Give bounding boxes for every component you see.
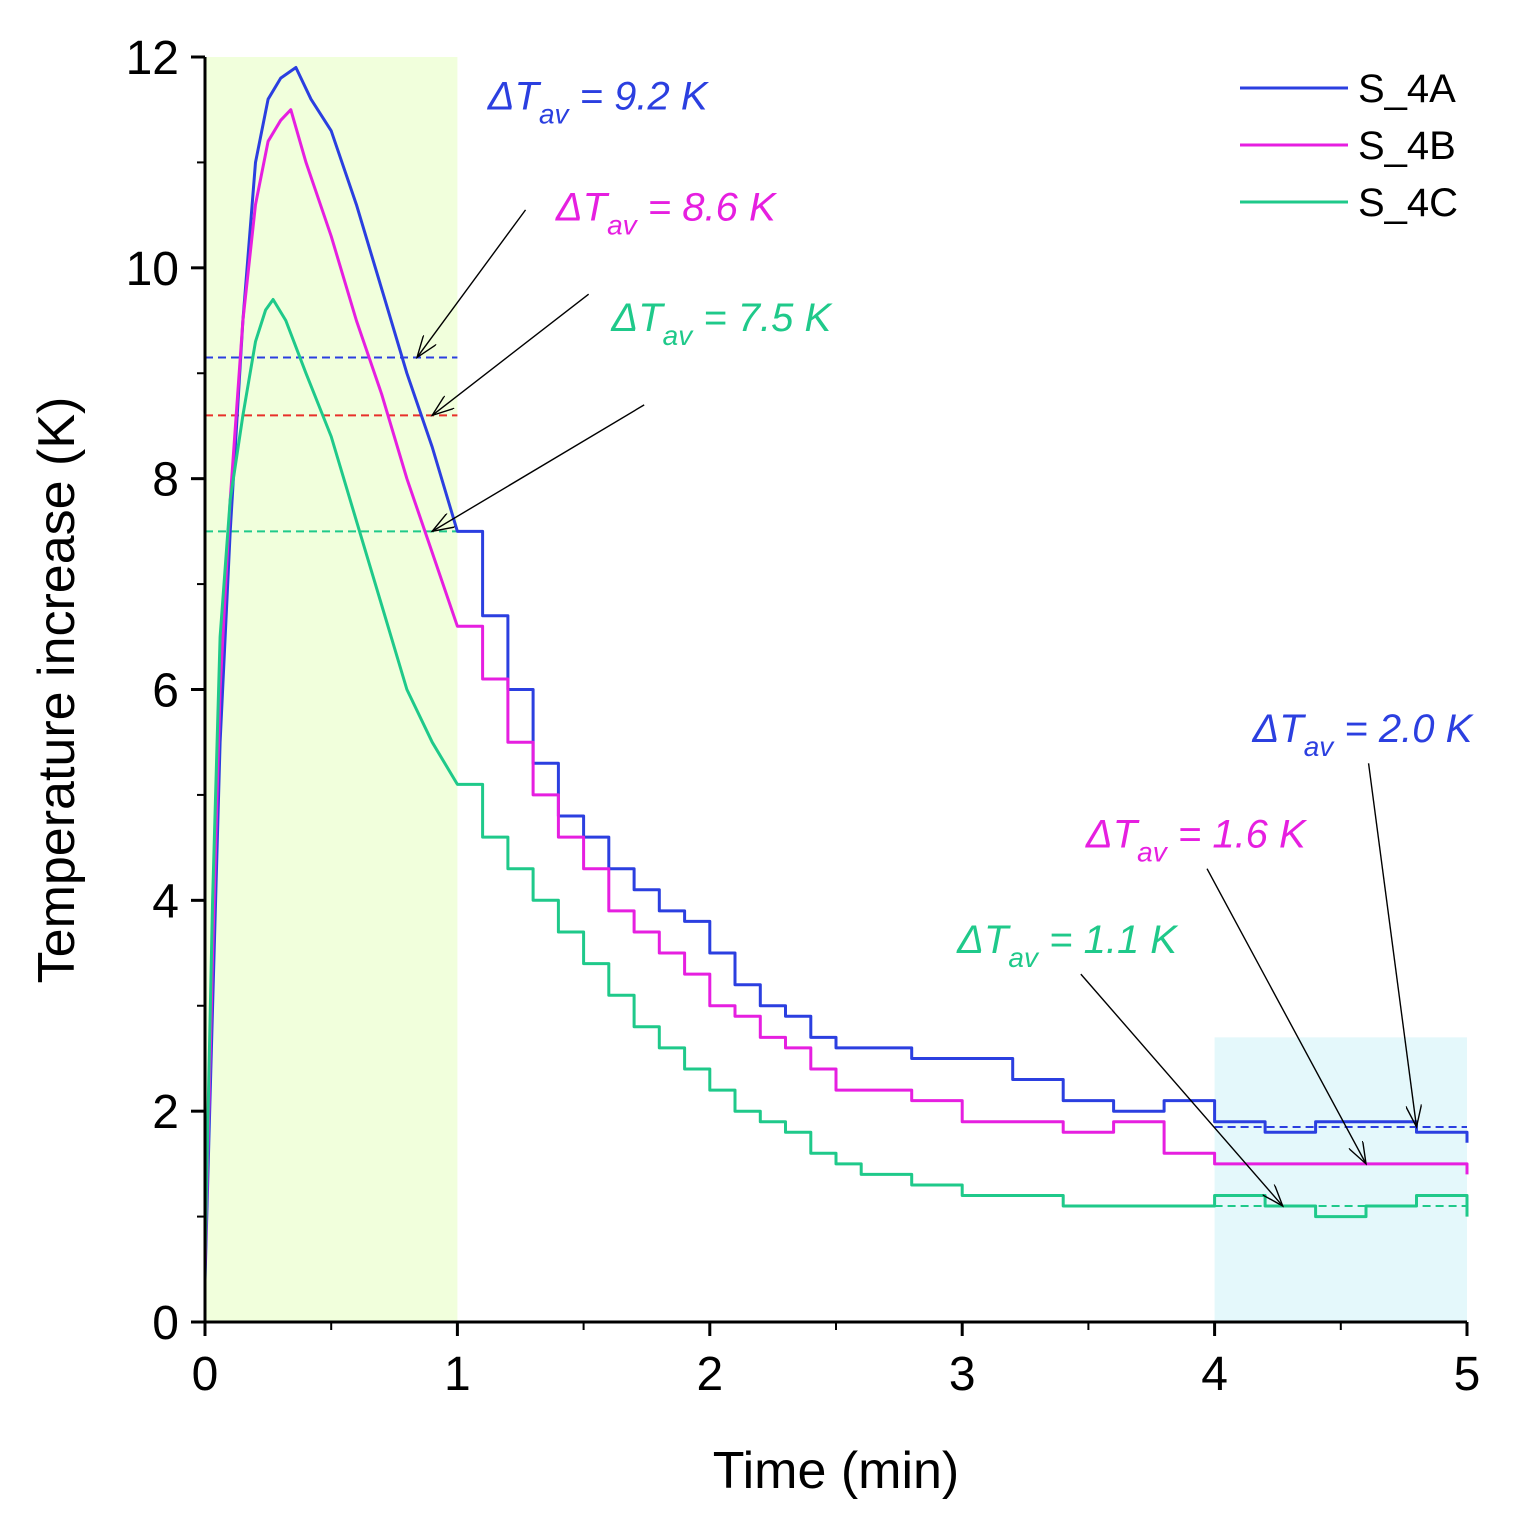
annotation-label-0: ΔTav = 9.2 K: [487, 75, 710, 130]
annotation-label-4: ΔTav = 1.6 K: [1085, 813, 1308, 868]
annotation-subscript: av: [663, 320, 695, 351]
annotation-symbol: ΔT: [487, 75, 542, 119]
y-tick-label: 6: [152, 665, 179, 718]
shaded-regions: [205, 57, 1467, 1322]
legend: S_4A S_4B S_4C: [1240, 67, 1458, 225]
series-line-s-4b: [203, 108, 1469, 1270]
annotation-label-1: ΔTav = 8.6 K: [555, 185, 778, 240]
annotation-subscript: av: [1137, 837, 1169, 868]
annotation-symbol: ΔT: [1251, 707, 1306, 751]
legend-label-s-4a: S_4A: [1358, 67, 1456, 111]
y-tick-label: 12: [126, 32, 179, 85]
annotation-subscript: av: [607, 209, 639, 240]
legend-label-s-4c: S_4C: [1358, 181, 1458, 225]
annotation-symbol: ΔT: [1085, 813, 1140, 857]
annotation-symbol: ΔT: [610, 296, 665, 340]
annotation-arrow-4: [1206, 868, 1366, 1164]
annotation-label-3: ΔTav = 2.0 K: [1251, 707, 1474, 762]
annotation-arrow-1: [432, 293, 590, 415]
y-tick-label: 0: [152, 1297, 179, 1350]
annotation-symbol: ΔT: [956, 918, 1011, 962]
annotation-value: = 7.5 K: [692, 296, 833, 340]
annotation-subscript: av: [1304, 731, 1336, 762]
legend-label-s-4b: S_4B: [1358, 124, 1456, 168]
annotation-arrow-3: [1367, 763, 1417, 1127]
x-tick-label: 0: [192, 1348, 219, 1401]
y-tick-label: 8: [152, 454, 179, 507]
y-axis-title: Temperature increase (K): [28, 397, 86, 984]
shaded-region-0: [205, 57, 458, 1322]
shaded-region-1: [1214, 1037, 1467, 1322]
annotation-value: = 9.2 K: [569, 75, 710, 119]
x-tick-label: 2: [696, 1348, 723, 1401]
annotation-value: = 8.6 K: [637, 185, 778, 229]
annotation-label-2: ΔTav = 7.5 K: [610, 296, 833, 351]
annotation-arrow-5: [1080, 973, 1283, 1206]
annotation-subscript: av: [1008, 942, 1040, 973]
x-tick-label: 1: [444, 1348, 471, 1401]
x-tick-label: 3: [949, 1348, 976, 1401]
annotation-value: = 2.0 K: [1333, 707, 1474, 751]
annotation-subscript: av: [539, 99, 571, 130]
x-axis-title: Time (min): [713, 1442, 960, 1500]
y-tick-label: 4: [152, 875, 179, 928]
annotation-value: = 1.6 K: [1167, 813, 1308, 857]
y-tick-label: 10: [126, 243, 179, 296]
x-tick-label: 4: [1201, 1348, 1228, 1401]
annotation-value: = 1.1 K: [1038, 918, 1179, 962]
annotation-label-5: ΔTav = 1.1 K: [956, 918, 1179, 973]
series-lines: [203, 66, 1469, 1280]
x-tick-label: 5: [1454, 1348, 1481, 1401]
series-line-s-4a: [203, 66, 1469, 1280]
y-tick-label: 2: [152, 1086, 179, 1139]
annotation-arrow-0: [417, 209, 527, 358]
annotation-symbol: ΔT: [555, 185, 610, 229]
annotation-arrow-2: [432, 404, 645, 532]
series-line-s-4c: [203, 298, 1469, 1259]
